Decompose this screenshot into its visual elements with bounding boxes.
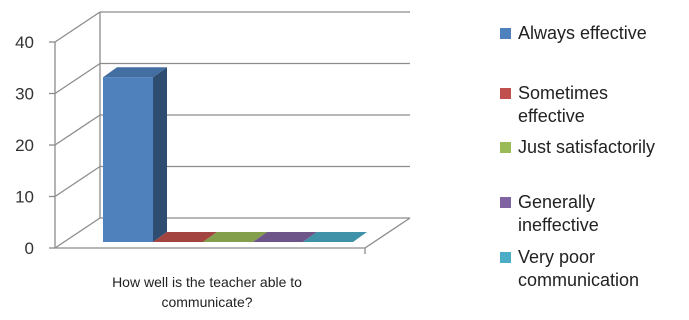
category-label-line: communicate? — [161, 294, 252, 310]
y-tick-label: 30 — [15, 85, 34, 104]
legend-label: Very poor communication — [518, 247, 640, 290]
legend-label: Just satisfactorily — [518, 137, 656, 157]
y-tick-label: 10 — [15, 188, 34, 207]
legend-swatch-green — [500, 142, 511, 153]
gridline-side — [54, 11, 101, 43]
bar-always-effective — [103, 67, 167, 242]
chart-bars — [103, 67, 367, 242]
legend-item-generally-ineffective: Generally ineffective — [500, 191, 599, 237]
bar-top — [103, 67, 167, 78]
y-axis-ticks: 0 10 20 30 40 — [15, 33, 55, 258]
x-axis-category-label: How well is the teacher able to communica… — [112, 274, 302, 310]
category-label-line: How well is the teacher able to — [112, 274, 302, 290]
chart-legend: Always effective Sometimes effective Jus… — [500, 0, 689, 320]
bar-top — [253, 232, 317, 242]
y-tick-label: 0 — [25, 239, 34, 258]
floor-right-edge — [364, 217, 411, 249]
y-tick-label: 20 — [15, 136, 34, 155]
bar-sometimes-effective — [153, 232, 217, 242]
legend-item-sometimes-effective: Sometimes effective — [500, 82, 608, 128]
chart-svg: 0 10 20 30 40 How well is the teacher able t… — [15, 11, 411, 310]
gridline-side — [54, 217, 101, 249]
legend-swatch-purple — [500, 197, 511, 208]
gridline-side — [54, 114, 101, 146]
bar-top — [153, 232, 217, 242]
legend-item-just-satisfactorily: Just satisfactorily — [500, 136, 655, 159]
legend-item-very-poor-communication: Very poor communication — [500, 246, 639, 292]
legend-label: Generally ineffective — [518, 192, 599, 235]
legend-item-always-effective: Always effective — [500, 22, 647, 45]
bar-just-satisfactorily — [203, 232, 267, 242]
bar-very-poor-communication — [303, 232, 367, 242]
legend-swatch-teal — [500, 252, 511, 263]
bar-side — [153, 67, 167, 242]
gridline-side — [54, 165, 101, 198]
bar-generally-ineffective — [253, 232, 317, 242]
bar-front — [103, 77, 153, 242]
legend-swatch-blue — [500, 28, 511, 39]
legend-label: Sometimes effective — [518, 83, 609, 126]
legend-label: Always effective — [518, 23, 647, 43]
legend-swatch-red — [500, 88, 511, 99]
bar-top — [203, 232, 267, 242]
y-tick-label: 40 — [15, 33, 34, 52]
bar-top — [303, 232, 367, 242]
gridline-side — [54, 62, 101, 95]
